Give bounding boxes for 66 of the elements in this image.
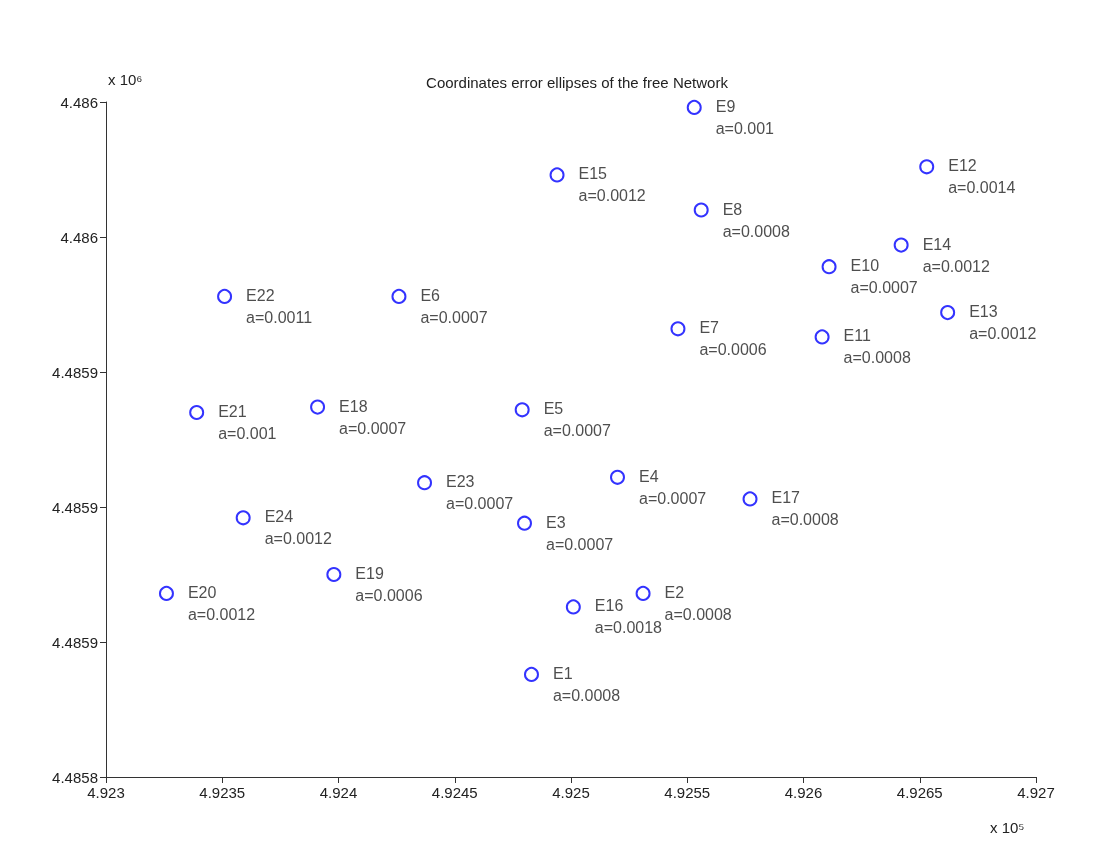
point bbox=[821, 259, 837, 275]
data-label: E24 a=0.0012 bbox=[264, 508, 332, 548]
data-label: E7 a=0.0006 bbox=[699, 319, 767, 359]
x-tick-label: 4.925 bbox=[552, 784, 590, 801]
x-tick-label: 4.9265 bbox=[896, 784, 943, 801]
point bbox=[893, 237, 909, 253]
data-label: E3 a=0.0007 bbox=[546, 513, 614, 553]
data-label: E11 a=0.0008 bbox=[843, 327, 911, 367]
point bbox=[565, 599, 581, 615]
point bbox=[693, 202, 709, 218]
point bbox=[217, 288, 233, 304]
chart-title: Coordinates error ellipses of the free Network bbox=[426, 74, 729, 91]
text: x 10⁶ bbox=[108, 71, 143, 88]
x-tick-label: 4.9245 bbox=[431, 784, 478, 801]
x-tick-label: 4.926 bbox=[784, 784, 823, 801]
x-tick-label: 4.924 bbox=[319, 784, 358, 801]
x-tick-label: 4.9235 bbox=[199, 784, 246, 801]
data-label: E5 a=0.0007 bbox=[543, 400, 611, 440]
point bbox=[635, 585, 651, 601]
point bbox=[523, 666, 539, 682]
data-label: E16 a=0.0018 bbox=[594, 597, 663, 637]
point bbox=[417, 475, 433, 491]
x-tick-label: 4.923 bbox=[87, 784, 125, 801]
y-tick-label: 4.4859 bbox=[52, 498, 98, 516]
point bbox=[517, 515, 532, 531]
data-label: E21 a=0.001 bbox=[218, 403, 277, 442]
data-label: E12 a=0.0014 bbox=[948, 157, 1016, 197]
data-label: E13 a=0.0012 bbox=[969, 303, 1037, 343]
data-label: E23 a=0.0007 bbox=[446, 473, 514, 513]
data-label: E18 a=0.0007 bbox=[339, 397, 407, 437]
y-tick-label: 4.4859 bbox=[52, 363, 98, 381]
point bbox=[326, 567, 342, 582]
data-label: E2 a=0.0008 bbox=[664, 583, 732, 623]
data-label: E19 a=0.0006 bbox=[355, 565, 423, 604]
point bbox=[814, 329, 830, 345]
data-label: E15 a=0.0012 bbox=[578, 165, 646, 205]
data-label: E9 a=0.001 bbox=[715, 97, 775, 137]
text: x 10⁵ bbox=[990, 819, 1025, 836]
point bbox=[610, 469, 625, 485]
x-tick-label: 4.9255 bbox=[664, 784, 711, 801]
y-tick-label: 4.4858 bbox=[52, 768, 98, 786]
point bbox=[686, 99, 702, 115]
data-label: E14 a=0.0012 bbox=[922, 235, 990, 275]
x-tick-label: 4.927 bbox=[1017, 784, 1055, 801]
data-label: E6 a=0.0007 bbox=[420, 286, 488, 326]
point bbox=[670, 321, 686, 337]
point bbox=[549, 167, 565, 183]
y-tick-label: 4.486 bbox=[60, 93, 98, 111]
data-label: E10 a=0.0007 bbox=[850, 257, 918, 297]
y-tick-label: 4.486 bbox=[60, 228, 98, 246]
data-label: E17 a=0.0008 bbox=[771, 489, 839, 529]
point bbox=[189, 405, 205, 420]
point bbox=[235, 510, 251, 526]
data-label: E20 a=0.0012 bbox=[187, 583, 256, 623]
data-label: E8 a=0.0008 bbox=[722, 200, 790, 240]
point bbox=[391, 288, 407, 304]
data-label: E1 a=0.0008 bbox=[552, 664, 621, 704]
point bbox=[310, 399, 326, 415]
data-label: E22 a=0.0011 bbox=[246, 286, 313, 326]
point bbox=[158, 585, 174, 601]
point bbox=[514, 402, 530, 418]
y-tick-label: 4.4859 bbox=[52, 633, 98, 651]
point bbox=[940, 305, 956, 321]
point bbox=[742, 491, 758, 507]
data-label: E4 a=0.0007 bbox=[639, 467, 707, 507]
point bbox=[919, 159, 935, 175]
